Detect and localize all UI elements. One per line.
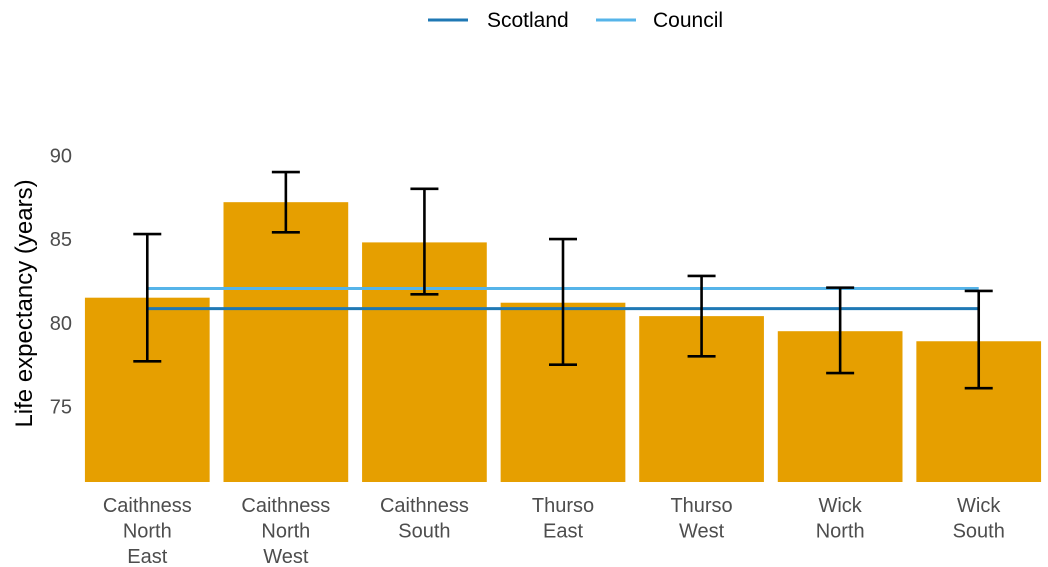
x-tick-label-line: North [816, 521, 865, 543]
error-bar-0 [133, 232, 162, 363]
x-axis-labels: CaithnessNorthEastCaithnessNorthWestCait… [103, 495, 1005, 567]
y-tick-label: 80 [50, 313, 72, 335]
x-tick-label-line: Wick [818, 495, 862, 517]
x-tick-label-line: East [127, 546, 167, 567]
x-tick-label-line: West [679, 521, 725, 543]
legend-item-scotland: Scotland [428, 9, 569, 32]
error-bar-5 [826, 286, 855, 375]
bar-1 [223, 202, 349, 482]
legend-item-council: Council [596, 9, 723, 32]
x-tick-label: Wick North [816, 495, 865, 543]
bars-group [84, 202, 1042, 482]
x-tick-label-line: Caithness [241, 495, 330, 517]
x-tick-label-line: Thurso [670, 495, 732, 517]
y-tick-label: 85 [50, 229, 72, 251]
x-tick-label-line: South [953, 521, 1005, 543]
x-tick-label-line: Thurso [532, 495, 594, 517]
x-tick-label: Thurso East [532, 495, 594, 543]
y-tick-label: 90 [50, 145, 72, 167]
x-tick-label-line: East [543, 521, 583, 543]
error-bars-group [133, 170, 993, 390]
y-tick-label: 75 [50, 397, 72, 419]
error-bar-6 [964, 289, 993, 390]
x-tick-label: Thurso West [670, 495, 732, 543]
legend-label: Scotland [487, 9, 569, 32]
y-axis-title-group: Life expectancy (years) [11, 179, 38, 427]
y-axis-ticks: 75 80 85 90 [50, 145, 72, 418]
x-tick-label: Caithness North West [241, 495, 330, 567]
x-tick-label-line: North [261, 521, 310, 543]
error-bar-4 [687, 274, 716, 358]
y-axis-title: Life expectancy (years) [11, 179, 38, 427]
legend-label: Council [653, 9, 723, 32]
x-tick-label-line: South [398, 521, 450, 543]
legend: Scotland Council [428, 9, 723, 32]
x-tick-label-line: West [263, 546, 309, 567]
x-tick-label-line: Caithness [103, 495, 192, 517]
x-tick-label-line: Caithness [380, 495, 469, 517]
error-bar-2 [410, 187, 439, 296]
error-bar-3 [549, 237, 577, 367]
x-tick-label-line: North [123, 521, 172, 543]
x-tick-label-line: Wick [957, 495, 1001, 517]
x-tick-label: Wick South [953, 495, 1005, 543]
x-tick-label: Caithness North East [103, 495, 192, 567]
x-tick-label: Caithness South [380, 495, 469, 543]
error-bar-1 [271, 170, 300, 234]
